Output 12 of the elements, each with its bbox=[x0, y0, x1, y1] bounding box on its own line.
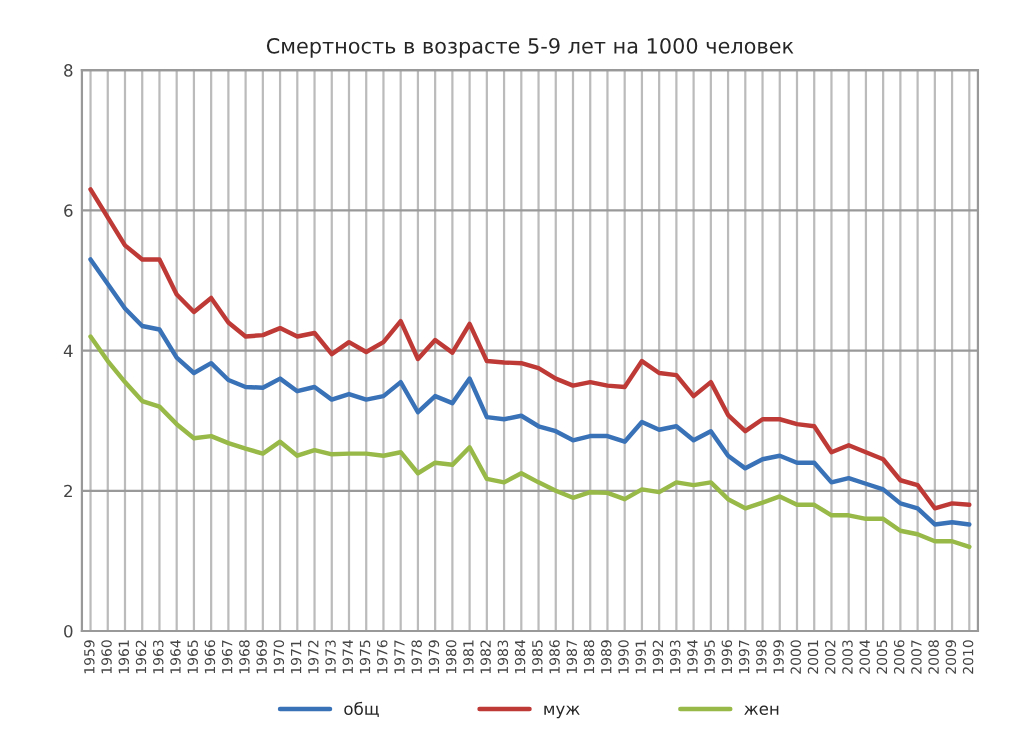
y-tick-label: 2 bbox=[64, 484, 72, 498]
legend-label: жен bbox=[744, 705, 779, 715]
line-series bbox=[88, 334, 972, 550]
legend-label: муж bbox=[544, 705, 580, 719]
line-series bbox=[88, 257, 972, 527]
y-tick-label: 8 bbox=[64, 64, 73, 77]
y-tick-label: 0 bbox=[64, 624, 73, 638]
y-tick-label: 6 bbox=[64, 204, 73, 217]
chart-title: Смертность в возрасте 5-9 лет на 1000 человек bbox=[266, 37, 794, 58]
legend-label: общ bbox=[344, 701, 379, 718]
line-series bbox=[88, 187, 972, 511]
y-tick-label: 4 bbox=[63, 344, 73, 357]
